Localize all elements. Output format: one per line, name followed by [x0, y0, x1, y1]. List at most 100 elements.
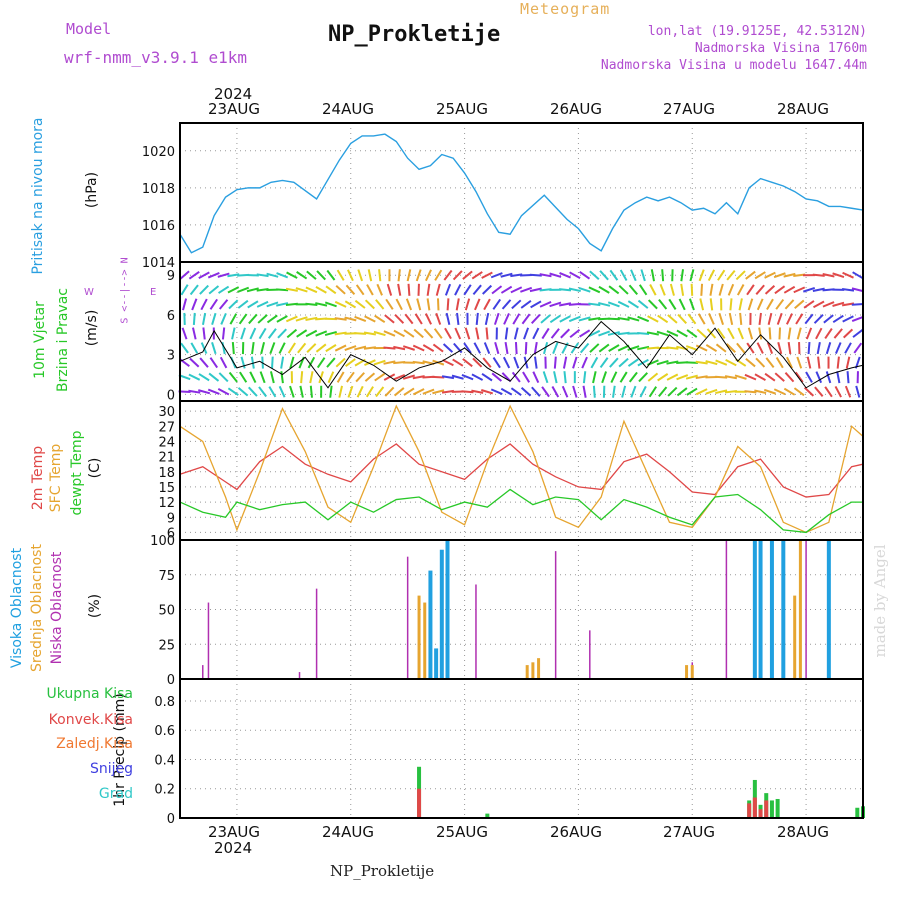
wind-arrow-629 [852, 271, 864, 280]
wind-arrow-339 [539, 301, 552, 308]
wind-arrow-497 [715, 359, 728, 366]
wind-arrow-420 [627, 300, 639, 309]
wind-arrow-585 [814, 386, 824, 397]
cloud-bar-cloud_mid-9 [793, 595, 797, 679]
wind-arrow-142 [325, 285, 337, 295]
wind-arrow-17 [188, 270, 200, 280]
wind-arrow-493 [709, 283, 714, 296]
wind-arrow-251 [443, 269, 453, 281]
wind-arrow-598 [824, 327, 833, 340]
wind-arrow-612 [844, 385, 852, 398]
wind-arrow-63 [248, 386, 258, 397]
wind-arrow-386 [589, 270, 600, 280]
wind-arrow-87 [266, 301, 279, 308]
wind-arrow-415 [628, 371, 638, 383]
wind-arrow-72 [258, 386, 268, 398]
wind-arrow-502 [718, 283, 724, 296]
wind-arrow-190 [383, 373, 396, 381]
wind-arrow-326 [534, 356, 538, 369]
wind-arrow-569 [796, 356, 803, 369]
precip-bar-precip_conv-2 [752, 797, 757, 818]
model-label: Model [66, 20, 112, 38]
wind-arrow-520 [736, 284, 745, 296]
wind-arrow-37 [218, 372, 229, 383]
wind-arrow-407 [618, 357, 629, 368]
wind-arrow-485 [698, 269, 705, 282]
wind-arrow-476 [689, 269, 695, 282]
wind-arrow-329 [530, 313, 541, 324]
wind-arrow-567 [793, 387, 805, 397]
cloud-bar-cloud_high-4 [752, 540, 757, 679]
wind-arrow-480 [695, 344, 708, 352]
wind-arrow-130 [315, 330, 328, 337]
legend-total-rain: Ukupna Kisa [46, 686, 133, 702]
wind-arrow-45 [227, 387, 239, 396]
wind-arrow-429 [637, 299, 649, 309]
wind-arrow-93 [278, 342, 286, 354]
grid-layer [180, 123, 863, 819]
wind-arrow-270 [471, 389, 484, 394]
wind-arrow-592 [812, 287, 825, 292]
top-year-label: 2024 [214, 85, 253, 103]
ytick-temp-2: 24 [158, 435, 175, 450]
wind-arrow-524 [745, 357, 756, 368]
wind-arrow-213 [405, 298, 413, 311]
wind-arrow-269 [462, 270, 473, 280]
wind-arrow-424 [638, 372, 649, 383]
wind-arrow-316 [522, 371, 531, 383]
wind-arrow-492 [709, 298, 714, 311]
bottom-day-28: 28AUG [777, 823, 829, 841]
wind-arrow-49 [231, 327, 236, 340]
wind-arrow-204 [395, 298, 403, 311]
wind-arrow-186 [375, 299, 385, 310]
wind-arrow-101 [289, 356, 295, 369]
wind-arrow-523 [744, 373, 757, 381]
wind-arrow-232 [426, 283, 431, 296]
wind-arrow-543 [766, 342, 774, 355]
wind-arrow-263 [462, 358, 473, 368]
wind-arrow-198 [393, 387, 405, 397]
wind-arrow-546 [766, 298, 774, 311]
wind-arrow-138 [325, 344, 337, 353]
wind-arrow-80 [256, 273, 269, 278]
wind-arrow-503 [717, 269, 726, 281]
wind-arrow-240 [436, 298, 440, 311]
wind-arrow-2 [179, 358, 190, 368]
wind-arrow-212 [404, 313, 414, 325]
wind-arrow-479 [695, 360, 708, 365]
wind-arrow-19 [198, 373, 210, 382]
wind-arrow-199 [393, 373, 406, 381]
wind-arrow-149 [334, 317, 347, 321]
wind-arrow-109 [300, 371, 304, 384]
wind-arrow-342 [551, 386, 560, 398]
ytick-temp-5: 15 [158, 481, 175, 496]
ytick-pressure-0: 1020 [142, 145, 175, 160]
wind-arrow-68 [248, 313, 258, 325]
wind-compass-e: E [150, 287, 157, 298]
wind-arrow-489 [705, 344, 718, 353]
wind-arrow-180 [375, 386, 385, 398]
wind-arrow-572 [795, 313, 804, 325]
wind-arrow-452 [666, 360, 679, 365]
wind-arrow-320 [521, 313, 531, 325]
wind-arrow-558 [783, 387, 796, 396]
wind-arrow-334 [542, 371, 549, 384]
lonlat-label: lon,lat (19.9125E, 42.5312N) [647, 24, 867, 39]
wind-arrow-333 [541, 386, 550, 398]
wind-arrow-91 [280, 371, 284, 384]
wind-arrow-29 [209, 357, 219, 369]
wind-arrow-421 [628, 284, 639, 296]
wind-arrow-171 [365, 386, 374, 398]
wind-arrow-97 [276, 288, 289, 292]
wind-arrow-460 [676, 374, 689, 381]
wind-arrow-277 [472, 284, 482, 296]
wind-arrow-99 [289, 385, 295, 398]
wind-arrow-246 [442, 343, 454, 353]
legend-conv-rain: Konvek.Kisa [48, 712, 133, 728]
wind-arrow-189 [384, 386, 395, 397]
wind-arrow-315 [520, 386, 532, 397]
wind-arrow-618 [841, 302, 855, 307]
wind-arrow-179 [367, 269, 373, 282]
